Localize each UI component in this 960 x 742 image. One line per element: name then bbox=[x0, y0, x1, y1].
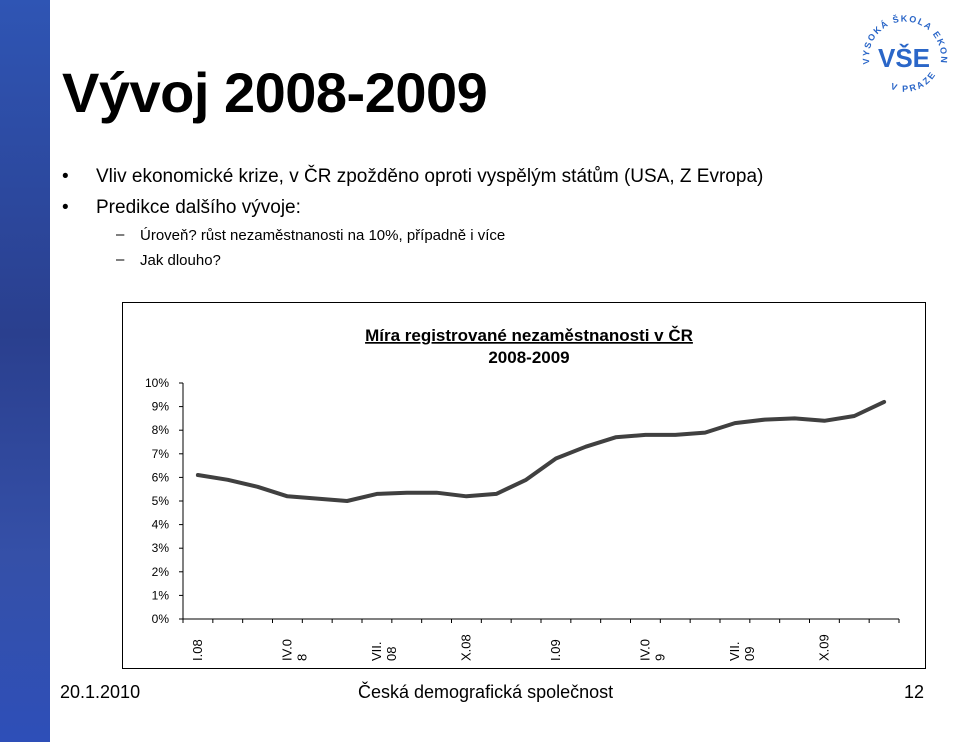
data-point bbox=[226, 478, 230, 482]
x-tick-label: VII.09 bbox=[727, 641, 757, 661]
x-tick-label: X.09 bbox=[816, 634, 831, 661]
data-point bbox=[196, 473, 200, 477]
data-point bbox=[494, 492, 498, 496]
data-point bbox=[584, 445, 588, 449]
data-point bbox=[256, 485, 260, 489]
data-point bbox=[643, 433, 647, 437]
y-tick-label: 1% bbox=[152, 588, 170, 602]
bullet-text: Predikce dalšího vývoje: bbox=[96, 197, 301, 218]
footer-organization: Česká demografická společnost bbox=[358, 682, 614, 702]
data-point bbox=[763, 418, 767, 422]
y-tick-label: 4% bbox=[152, 518, 170, 532]
data-point bbox=[852, 414, 856, 418]
x-tick-label: I.09 bbox=[548, 639, 563, 661]
left-accent-band bbox=[0, 0, 50, 742]
data-point bbox=[435, 491, 439, 495]
data-point bbox=[554, 457, 558, 461]
y-tick-label: 10% bbox=[145, 376, 169, 390]
data-point bbox=[733, 421, 737, 425]
x-tick-label: X.08 bbox=[458, 634, 473, 661]
x-tick-label: VII.08 bbox=[369, 641, 399, 661]
unemployment-series-line bbox=[195, 399, 887, 503]
sub-bullet-text: Jak dlouho? bbox=[140, 252, 221, 269]
x-tick-label: I.08 bbox=[190, 639, 205, 661]
chart-frame: Míra registrované nezaměstnanosti v ČR 2… bbox=[122, 302, 926, 669]
bullet-symbol: • bbox=[62, 197, 69, 218]
sub-bullet-text: Úroveň? růst nezaměstnanosti na 10%, pří… bbox=[140, 227, 506, 244]
svg-text:VŠE: VŠE bbox=[878, 43, 930, 73]
chart-subtitle: 2008-2009 bbox=[488, 348, 569, 367]
bullet-text: Vliv ekonomické krize, v ČR zpožděno opr… bbox=[96, 166, 764, 187]
data-point bbox=[464, 494, 468, 498]
data-point bbox=[345, 499, 349, 503]
data-point bbox=[315, 497, 319, 501]
data-point bbox=[822, 419, 826, 423]
data-point bbox=[285, 494, 289, 498]
page-number: 12 bbox=[903, 682, 924, 702]
data-point bbox=[524, 478, 528, 482]
data-point bbox=[405, 491, 409, 495]
slide-footer: 20.1.2010 Česká demografická společnost … bbox=[0, 680, 960, 710]
y-tick-label: 0% bbox=[152, 612, 170, 626]
y-tick-label: 7% bbox=[152, 447, 170, 461]
dash-symbol: – bbox=[116, 251, 125, 268]
x-tick-label: IV.09 bbox=[637, 639, 667, 661]
unemployment-chart: Míra registrované nezaměstnanosti v ČR 2… bbox=[145, 326, 900, 661]
y-tick-label: 2% bbox=[152, 565, 170, 579]
footer-date: 20.1.2010 bbox=[60, 682, 141, 702]
data-point bbox=[673, 433, 677, 437]
x-tick-label: IV.08 bbox=[279, 639, 309, 661]
vse-logo: VYSOKÁ ŠKOLA EKONOMICKÁ V PRAZE VŠE bbox=[852, 4, 948, 94]
data-point bbox=[614, 435, 618, 439]
y-tick-label: 3% bbox=[152, 541, 170, 555]
y-tick-label: 9% bbox=[152, 400, 170, 414]
chart-title: Míra registrované nezaměstnanosti v ČR bbox=[365, 326, 693, 345]
data-point bbox=[882, 400, 886, 404]
y-tick-label: 6% bbox=[152, 470, 170, 484]
y-tick-label: 8% bbox=[152, 423, 170, 437]
y-tick-label: 5% bbox=[152, 494, 170, 508]
data-point bbox=[375, 492, 379, 496]
dash-symbol: – bbox=[116, 226, 125, 243]
bullet-symbol: • bbox=[62, 166, 69, 187]
data-point bbox=[703, 431, 707, 435]
slide-title: Vývoj 2008-2009 bbox=[62, 61, 488, 124]
data-point bbox=[793, 416, 797, 420]
